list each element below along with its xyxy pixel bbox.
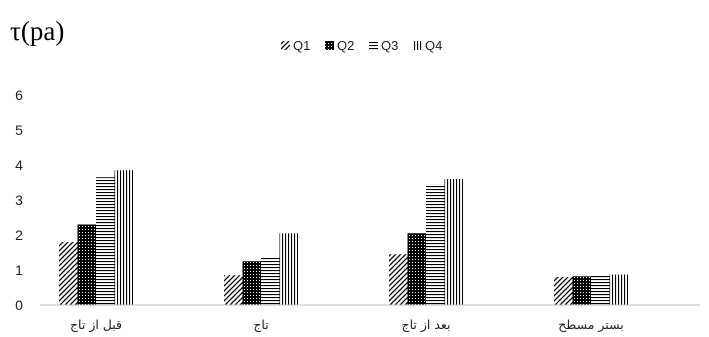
- y-tick-label: 6: [15, 87, 23, 103]
- y-tick-label: 5: [15, 122, 23, 138]
- legend-label-q3: Q3: [381, 38, 398, 53]
- bar-q4-2: [444, 179, 463, 305]
- y-axis: 0 1 2 3 4 5 6: [15, 87, 23, 313]
- legend-swatch-q1: [281, 41, 290, 50]
- bar-q4-3: [609, 274, 628, 305]
- legend-label-q1: Q1: [293, 38, 310, 53]
- category-labels: قبل از تاج تاج بعد از تاج بستر مسطح: [70, 317, 624, 333]
- y-tick-label: 3: [15, 192, 23, 208]
- bar-q3-1: [261, 257, 280, 305]
- legend-swatch-q2: [325, 41, 334, 50]
- y-tick-label: 2: [15, 227, 23, 243]
- bar-q4-1: [279, 233, 298, 305]
- y-tick-label: 1: [15, 262, 23, 278]
- category-label: بستر مسطح: [558, 317, 623, 333]
- bar-q3-0: [96, 177, 115, 305]
- legend-label-q2: Q2: [337, 38, 354, 53]
- legend-swatch-q3: [369, 41, 378, 50]
- y-tick-label: 4: [15, 157, 23, 173]
- bar-q1-3: [554, 277, 573, 305]
- bars: [59, 170, 628, 305]
- bar-q2-0: [77, 224, 96, 305]
- bar-q2-3: [572, 276, 591, 305]
- legend: Q1 Q2 Q3 Q4: [281, 38, 442, 53]
- bar-q1-1: [224, 275, 243, 305]
- bar-q3-3: [591, 275, 610, 305]
- bar-q2-1: [242, 261, 261, 305]
- bar-q2-2: [407, 233, 426, 305]
- category-label: تاج: [253, 317, 269, 332]
- bar-q4-0: [114, 170, 133, 305]
- legend-label-q4: Q4: [425, 38, 442, 53]
- y-tick-label: 0: [15, 297, 23, 313]
- bar-q1-0: [59, 242, 78, 305]
- legend-swatch-q4: [413, 41, 422, 50]
- category-label: قبل از تاج: [70, 317, 122, 333]
- chart-title: τ(pa): [10, 16, 64, 46]
- bar-q1-2: [389, 254, 408, 305]
- category-label: بعد از تاج: [402, 317, 451, 333]
- bar-q3-2: [426, 184, 445, 305]
